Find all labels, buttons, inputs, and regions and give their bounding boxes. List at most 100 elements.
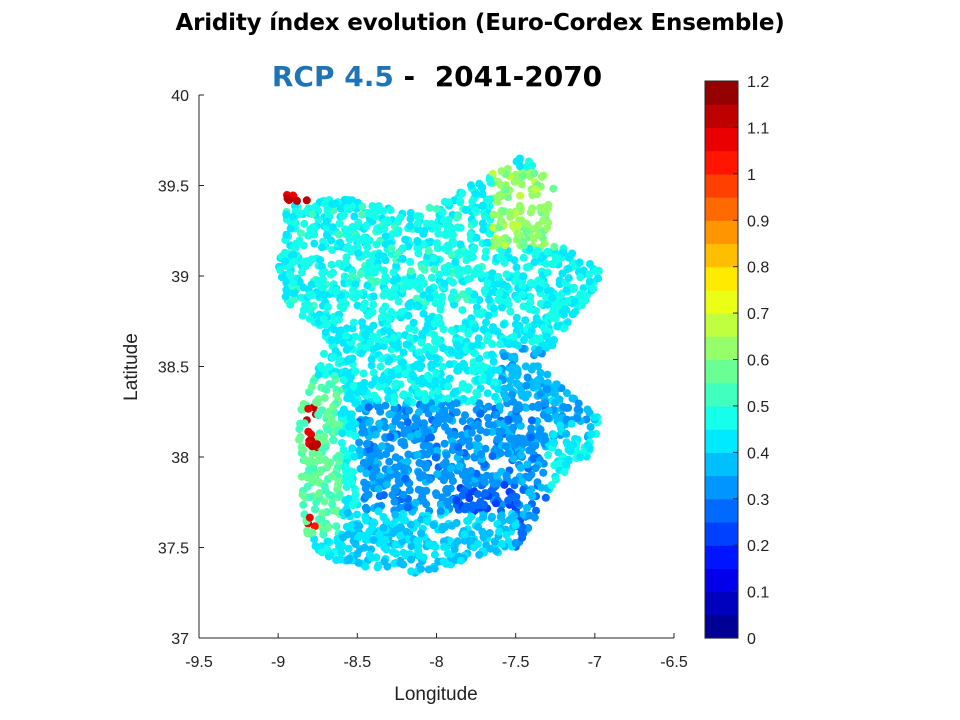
data-point xyxy=(443,488,452,497)
data-point xyxy=(549,184,558,193)
data-point xyxy=(543,342,552,351)
data-point xyxy=(394,297,403,306)
data-point xyxy=(329,402,338,411)
data-point xyxy=(530,513,539,522)
data-point xyxy=(515,321,524,330)
data-point xyxy=(445,198,454,207)
data-point xyxy=(320,349,328,358)
data-point xyxy=(323,231,331,239)
scatter-points xyxy=(275,154,603,577)
data-point xyxy=(405,486,414,495)
data-point xyxy=(339,338,348,347)
data-point xyxy=(496,449,505,458)
data-point xyxy=(518,290,527,299)
data-point xyxy=(484,420,493,429)
colorbar-level xyxy=(705,289,738,314)
data-point xyxy=(316,256,325,264)
data-point xyxy=(304,231,313,240)
data-point xyxy=(493,177,502,186)
data-point xyxy=(456,556,465,565)
x-tick-label: -6.5 xyxy=(660,654,688,671)
data-point xyxy=(362,505,371,514)
colorbar-level xyxy=(705,359,738,384)
data-point xyxy=(305,513,314,522)
data-point xyxy=(486,178,495,187)
data-point xyxy=(324,552,333,561)
data-point xyxy=(512,263,521,272)
data-point xyxy=(456,223,465,232)
data-point xyxy=(429,254,438,263)
data-point xyxy=(358,203,367,211)
data-point xyxy=(474,434,483,443)
data-point xyxy=(467,512,476,521)
data-point xyxy=(559,248,568,257)
data-point xyxy=(479,513,488,522)
data-point xyxy=(479,501,488,510)
colorbar-level xyxy=(705,127,738,152)
data-point xyxy=(343,451,352,460)
data-point xyxy=(571,308,580,317)
data-point xyxy=(359,387,368,396)
data-point xyxy=(550,398,559,407)
data-point xyxy=(590,413,599,422)
data-point xyxy=(359,304,368,313)
data-point xyxy=(307,382,316,391)
data-point xyxy=(300,219,309,228)
data-point xyxy=(500,384,509,393)
y-tick-label: 38 xyxy=(171,450,189,467)
data-point xyxy=(419,309,428,318)
data-point xyxy=(489,223,498,232)
data-point xyxy=(336,204,345,213)
data-point xyxy=(327,492,336,500)
data-point xyxy=(377,376,386,384)
data-point xyxy=(404,311,413,320)
data-point xyxy=(351,419,360,428)
data-point xyxy=(311,542,320,550)
data-point xyxy=(455,462,464,471)
data-point xyxy=(501,186,510,195)
x-axis-label: Longitude xyxy=(394,684,477,705)
data-point xyxy=(403,418,412,427)
data-point xyxy=(349,224,358,233)
data-point xyxy=(487,350,496,359)
data-point xyxy=(473,303,481,312)
data-point xyxy=(575,258,584,267)
data-point xyxy=(300,455,309,464)
colorbar-level xyxy=(705,498,738,523)
data-point xyxy=(390,497,399,506)
data-point xyxy=(356,269,365,278)
data-point xyxy=(327,336,336,344)
data-point xyxy=(458,290,467,299)
data-point xyxy=(351,496,360,505)
data-point xyxy=(466,230,475,239)
period-label: 2041-2070 xyxy=(434,60,603,93)
data-point xyxy=(317,262,326,271)
colorbar-tick-label: 1 xyxy=(747,167,756,184)
data-point xyxy=(414,408,423,417)
data-point xyxy=(290,243,299,252)
data-point xyxy=(290,289,299,298)
data-point xyxy=(560,468,569,477)
data-point xyxy=(479,225,488,234)
data-point xyxy=(303,529,312,538)
data-point xyxy=(347,478,356,487)
data-point xyxy=(505,208,514,217)
data-point xyxy=(559,324,568,333)
data-point xyxy=(323,523,332,532)
data-point xyxy=(475,399,484,408)
data-point xyxy=(530,258,539,267)
colorbar-level xyxy=(705,452,738,477)
data-point xyxy=(401,235,410,244)
x-tick-label: -9.5 xyxy=(185,654,213,671)
data-point xyxy=(353,549,362,558)
data-point xyxy=(548,293,557,302)
data-point xyxy=(511,277,520,286)
data-point xyxy=(367,380,376,389)
data-point xyxy=(485,201,494,210)
data-point xyxy=(470,218,479,227)
data-point xyxy=(497,303,506,312)
data-point xyxy=(370,518,379,527)
data-point xyxy=(394,365,403,373)
data-point xyxy=(502,394,510,403)
data-point xyxy=(365,446,374,454)
